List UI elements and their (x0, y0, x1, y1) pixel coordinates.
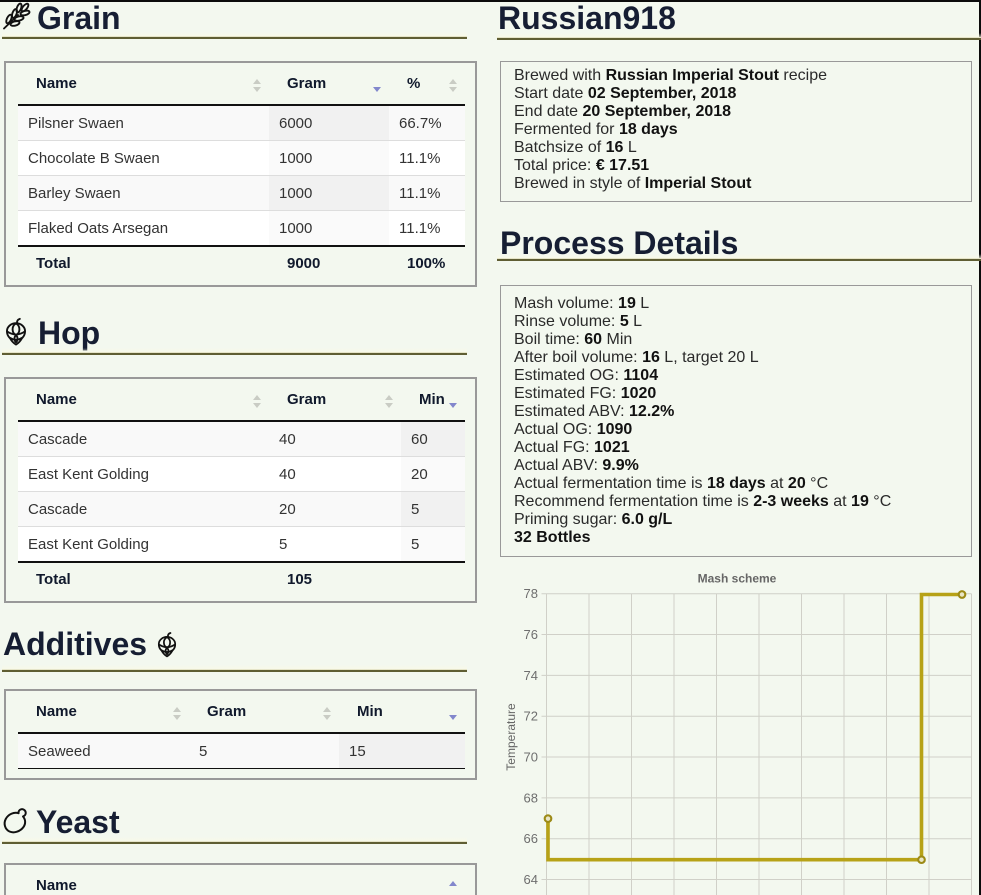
svg-text:Mash scheme: Mash scheme (698, 572, 777, 586)
svg-text:68: 68 (524, 790, 538, 805)
svg-text:Temperature: Temperature (504, 703, 518, 771)
svg-text:66: 66 (524, 831, 538, 846)
svg-text:72: 72 (524, 709, 538, 724)
svg-text:74: 74 (524, 668, 538, 683)
svg-text:64: 64 (524, 872, 538, 887)
svg-text:76: 76 (524, 627, 538, 642)
svg-text:78: 78 (524, 586, 538, 601)
svg-text:70: 70 (524, 750, 538, 765)
